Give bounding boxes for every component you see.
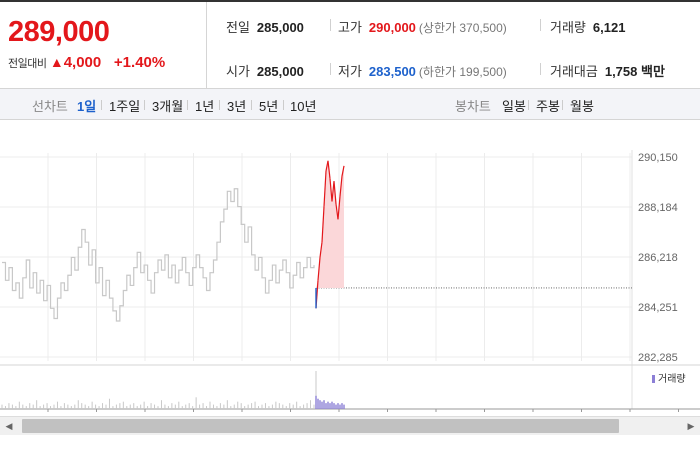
y-axis-ticks: 290,150 288,184 286,218 284,251 282,285 (638, 152, 678, 364)
volume-chart (0, 364, 700, 412)
stat-low: 저가 283,500 (하한가 199,500) (338, 61, 507, 80)
chart-marks (2, 160, 632, 322)
stat-amount: 거래대금 1,758 백만 (550, 61, 665, 80)
stock-summary-header: 289,000 전일대비 ▲4,000 +1.40% 전일 285,000 고가 2… (0, 0, 700, 89)
candle-weekly[interactable]: 주봉 (536, 99, 560, 114)
price-box: 289,000 전일대비 ▲4,000 +1.40% (0, 2, 207, 89)
stat-high-label: 고가 (338, 20, 362, 35)
today-price-segment (327, 160, 331, 179)
stat-lower-limit: (하한가 199,500) (418, 65, 507, 79)
stat-amount-label: 거래대금 (550, 64, 598, 79)
y-tick-label: 290,150 (638, 152, 678, 164)
stat-prev-close-label: 전일 (226, 20, 250, 35)
stat-prev-close-value: 285,000 (256, 20, 304, 35)
today-price-segment (329, 178, 333, 202)
y-tick-label: 282,285 (638, 352, 678, 364)
y-tick-label: 288,184 (638, 202, 678, 214)
chart-toolbar: 선차트 1일 1주일 3개월 1년 3년 5년 10년 봉차트 일봉 주봉 월봉 (0, 89, 700, 120)
change-label: 전일대비 (8, 58, 47, 70)
period-3m[interactable]: 3개월 (152, 99, 184, 114)
stat-open-label: 시가 (226, 64, 250, 79)
today-price-segment (339, 176, 343, 197)
stat-high: 고가 290,000 (상한가 370,500) (338, 17, 507, 36)
period-10y[interactable]: 10년 (290, 99, 317, 114)
stat-open-value: 285,000 (256, 64, 304, 79)
stat-volume-value: 6,121 (592, 20, 626, 35)
stat-low-label: 저가 (338, 64, 362, 79)
chart-scrollbar[interactable]: ◀ ▶ (0, 416, 700, 435)
period-1w[interactable]: 1주일 (109, 99, 141, 114)
stat-amount-value: 1,758 백만 (604, 64, 665, 79)
stat-volume-label: 거래량 (550, 20, 586, 35)
y-tick-label: 286,218 (638, 252, 678, 264)
scrollbar-thumb[interactable] (22, 419, 619, 433)
stat-high-value: 290,000 (368, 20, 416, 35)
today-price-segment (333, 181, 337, 205)
change-row: 전일대비 ▲4,000 +1.40% (8, 54, 165, 71)
price-stats: 전일 285,000 고가 290,000 (상한가 370,500) 거래량 6,12… (208, 2, 700, 89)
price-chart[interactable]: 290,150 288,184 286,218 284,251 282,285 거래량 (0, 120, 700, 416)
today-price-segment (337, 196, 341, 220)
today-price-segment (317, 257, 321, 281)
y-tick-label: 284,251 (638, 302, 678, 314)
stat-volume: 거래량 6,121 (550, 17, 625, 36)
candle-chart-label: 봉차트 (455, 99, 491, 114)
scroll-right-arrow-icon[interactable]: ▶ (687, 421, 695, 431)
today-price-segment (323, 170, 327, 207)
period-1d[interactable]: 1일 (77, 99, 97, 114)
volume-legend-label: 거래량 (658, 373, 686, 385)
period-5y[interactable]: 5년 (259, 99, 279, 114)
volume-legend: 거래량 (652, 373, 686, 385)
candle-daily[interactable]: 일봉 (502, 99, 526, 114)
period-3y[interactable]: 3년 (227, 99, 247, 114)
stat-prev-close: 전일 285,000 (226, 17, 304, 36)
volume-legend-swatch (652, 375, 655, 383)
line-chart-label: 선차트 (32, 99, 68, 114)
today-up-area (316, 160, 344, 288)
stat-upper-limit: (상한가 370,500) (418, 21, 507, 35)
history-price-line (2, 188, 315, 322)
candle-monthly[interactable]: 월봉 (570, 99, 594, 114)
up-triangle-icon: ▲ (49, 54, 64, 70)
stat-open: 시가 285,000 (226, 61, 304, 80)
change-value: 4,000 (63, 54, 102, 71)
change-rate: +1.40% (113, 54, 166, 71)
today-price-segment (341, 165, 345, 177)
current-price: 289,000 (8, 16, 110, 48)
period-1y[interactable]: 1년 (195, 99, 215, 114)
scroll-left-arrow-icon[interactable]: ◀ (5, 421, 13, 431)
today-price-segment (331, 181, 335, 202)
today-price-segment (321, 206, 325, 243)
chart-grid (0, 150, 633, 409)
today-price-segment (319, 242, 323, 258)
stat-low-value: 283,500 (368, 64, 416, 79)
